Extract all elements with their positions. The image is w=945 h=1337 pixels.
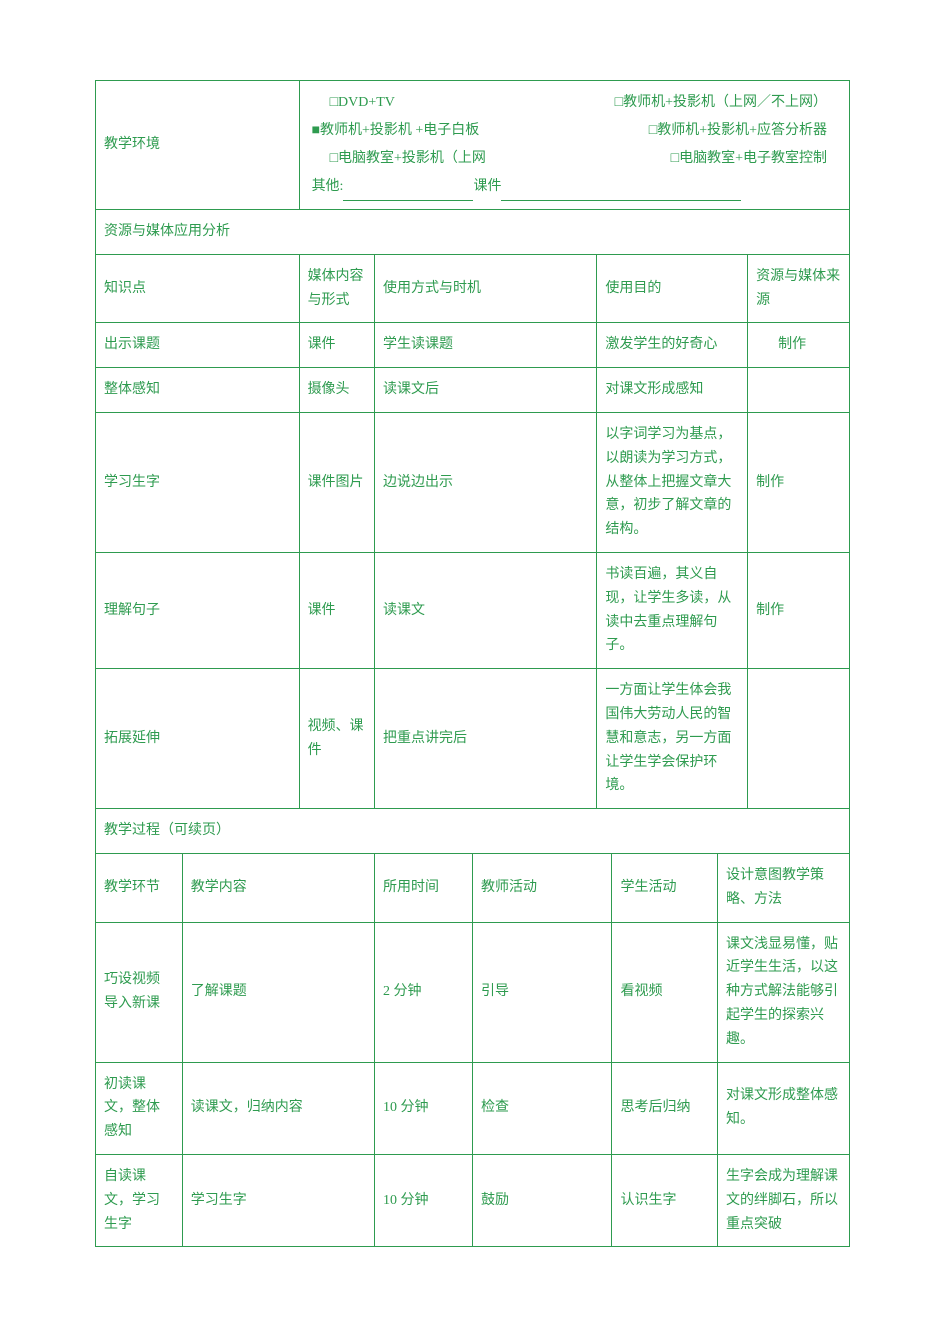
analysis-col-1: 知识点 — [96, 254, 300, 323]
process-col-2: 教学内容 — [182, 853, 374, 922]
env-row-4: 其他: 课件 — [312, 173, 837, 201]
lesson-plan-table: 教学环境 □DVD+TV □教师机+投影机（上网／不上网） ■教师机+投影机 +… — [95, 80, 850, 1247]
analysis-cell: 制作 — [748, 552, 850, 668]
process-row: 自读课文，学习生字 学习生字 10 分钟 鼓励 认识生字 生字会成为理解课文的绊… — [96, 1154, 850, 1246]
analysis-col-5: 资源与媒体来源 — [748, 254, 850, 323]
env-other-mid: 课件 — [473, 179, 501, 194]
env-other-blank2 — [501, 184, 741, 201]
env-opt-dvd: □DVD+TV — [312, 89, 395, 117]
env-row-1: □DVD+TV □教师机+投影机（上网／不上网） — [312, 89, 837, 117]
process-cell: 看视频 — [612, 922, 718, 1062]
env-other-prefix: 其他: — [312, 179, 344, 194]
analysis-cell: 制作 — [748, 323, 850, 368]
analysis-cell: 学生读课题 — [374, 323, 596, 368]
process-header: 教学过程（可续页） — [96, 809, 850, 854]
analysis-cell: 理解句子 — [96, 552, 300, 668]
analysis-row: 拓展延伸 视频、课件 把重点讲完后 一方面让学生体会我国伟大劳动人民的智慧和意志… — [96, 669, 850, 809]
analysis-cell: 边说边出示 — [374, 412, 596, 552]
analysis-cell: 拓展延伸 — [96, 669, 300, 809]
process-cell: 生字会成为理解课文的绊脚石，所以重点突破 — [718, 1154, 850, 1246]
env-row-2: ■教师机+投影机 +电子白板 □教师机+投影机+应答分析器 — [312, 117, 837, 145]
process-cell: 课文浅显易懂，贴近学生生活，以这种方式解法能够引起学生的探索兴趣。 — [718, 922, 850, 1062]
process-header-row: 教学过程（可续页） — [96, 809, 850, 854]
process-col-4: 教师活动 — [472, 853, 611, 922]
process-row: 初读课文，整体感知 读课文，归纳内容 10 分钟 检查 思考后归纳 对课文形成整… — [96, 1062, 850, 1154]
analysis-cell: 制作 — [748, 412, 850, 552]
process-cell: 思考后归纳 — [612, 1062, 718, 1154]
process-col-3: 所用时间 — [374, 853, 472, 922]
analysis-cols-row: 知识点 媒体内容与形式 使用方式与时机 使用目的 资源与媒体来源 — [96, 254, 850, 323]
process-cell: 初读课文，整体感知 — [96, 1062, 183, 1154]
process-cell: 2 分钟 — [374, 922, 472, 1062]
analysis-cell: 课件 — [299, 323, 374, 368]
env-options-cell: □DVD+TV □教师机+投影机（上网／不上网） ■教师机+投影机 +电子白板 … — [299, 81, 849, 210]
env-opt-teacher-analyzer: □教师机+投影机+应答分析器 — [649, 117, 837, 145]
analysis-row: 整体感知 摄像头 读课文后 对课文形成感知 — [96, 368, 850, 413]
process-cols-row: 教学环节 教学内容 所用时间 教师活动 学生活动 设计意图教学策略、方法 — [96, 853, 850, 922]
process-cell: 巧设视频导入新课 — [96, 922, 183, 1062]
env-label-cell: 教学环境 — [96, 81, 300, 210]
analysis-row: 出示课题 课件 学生读课题 激发学生的好奇心 制作 — [96, 323, 850, 368]
analysis-cell — [748, 669, 850, 809]
analysis-cell: 摄像头 — [299, 368, 374, 413]
analysis-cell: 读课文后 — [374, 368, 596, 413]
analysis-cell: 一方面让学生体会我国伟大劳动人民的智慧和意志，另一方面让学生学会保护环境。 — [597, 669, 748, 809]
analysis-cell: 把重点讲完后 — [374, 669, 596, 809]
env-row: 教学环境 □DVD+TV □教师机+投影机（上网／不上网） ■教师机+投影机 +… — [96, 81, 850, 210]
process-cell: 检查 — [472, 1062, 611, 1154]
analysis-cell: 课件 — [299, 552, 374, 668]
analysis-cell: 激发学生的好奇心 — [597, 323, 748, 368]
process-cell: 鼓励 — [472, 1154, 611, 1246]
analysis-col-2: 媒体内容与形式 — [299, 254, 374, 323]
process-col-5: 学生活动 — [612, 853, 718, 922]
env-other-blank1 — [343, 184, 473, 201]
process-cell: 对课文形成整体感知。 — [718, 1062, 850, 1154]
analysis-cell: 出示课题 — [96, 323, 300, 368]
process-cell: 读课文，归纳内容 — [182, 1062, 374, 1154]
analysis-cell: 对课文形成感知 — [597, 368, 748, 413]
analysis-cell: 书读百遍，其义自现，让学生多读，从读中去重点理解句子。 — [597, 552, 748, 668]
analysis-cell: 学习生字 — [96, 412, 300, 552]
analysis-row: 学习生字 课件图片 边说边出示 以字词学习为基点，以朗读为学习方式，从整体上把握… — [96, 412, 850, 552]
process-cell: 引导 — [472, 922, 611, 1062]
process-row: 巧设视频导入新课 了解课题 2 分钟 引导 看视频 课文浅显易懂，贴近学生生活，… — [96, 922, 850, 1062]
env-opt-teacher-whiteboard: ■教师机+投影机 +电子白板 — [312, 117, 480, 145]
analysis-col-3: 使用方式与时机 — [374, 254, 596, 323]
analysis-cell: 课件图片 — [299, 412, 374, 552]
env-opt-teacher-net: □教师机+投影机（上网／不上网） — [615, 89, 837, 117]
process-cell: 学习生字 — [182, 1154, 374, 1246]
process-cell: 了解课题 — [182, 922, 374, 1062]
analysis-cell — [748, 368, 850, 413]
analysis-cell: 视频、课件 — [299, 669, 374, 809]
analysis-row: 理解句子 课件 读课文 书读百遍，其义自现，让学生多读，从读中去重点理解句子。 … — [96, 552, 850, 668]
process-cell: 自读课文，学习生字 — [96, 1154, 183, 1246]
analysis-header-row: 资源与媒体应用分析 — [96, 210, 850, 255]
process-col-1: 教学环节 — [96, 853, 183, 922]
analysis-cell: 整体感知 — [96, 368, 300, 413]
process-cell: 10 分钟 — [374, 1154, 472, 1246]
analysis-col-4: 使用目的 — [597, 254, 748, 323]
analysis-cell: 读课文 — [374, 552, 596, 668]
env-opt-lab-control: □电脑教室+电子教室控制 — [671, 145, 837, 173]
env-opt-lab-projector: □电脑教室+投影机（上网 — [312, 145, 486, 173]
analysis-header: 资源与媒体应用分析 — [96, 210, 850, 255]
process-col-6: 设计意图教学策略、方法 — [718, 853, 850, 922]
process-cell: 认识生字 — [612, 1154, 718, 1246]
analysis-cell: 以字词学习为基点，以朗读为学习方式，从整体上把握文章大意，初步了解文章的结构。 — [597, 412, 748, 552]
env-row-3: □电脑教室+投影机（上网 □电脑教室+电子教室控制 — [312, 145, 837, 173]
process-cell: 10 分钟 — [374, 1062, 472, 1154]
